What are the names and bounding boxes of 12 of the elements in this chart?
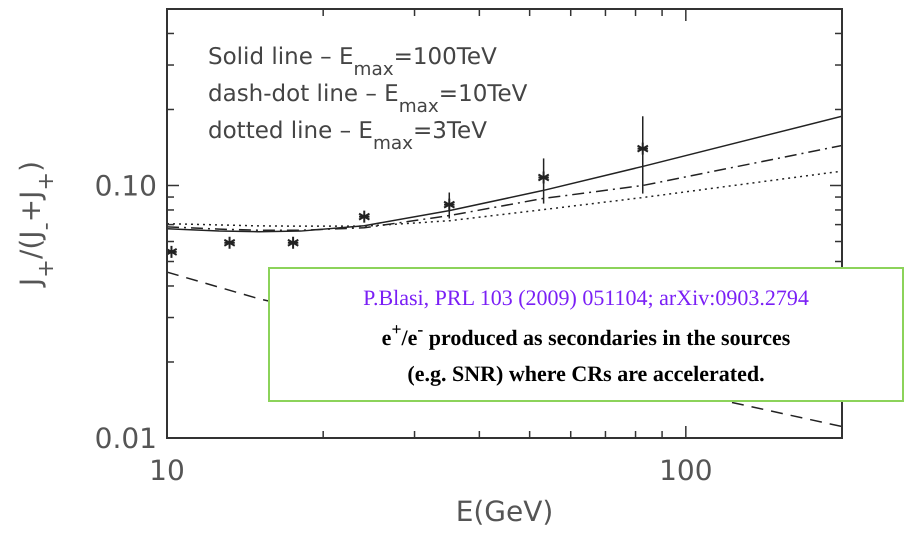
annotation: dotted line – E$_{max}$=3TeV [208, 118, 488, 154]
x-axis-title: E(GeV) [456, 495, 554, 528]
annotation: dash-dot line – E$_{max}$=10TeV [208, 81, 528, 116]
annotation: (e.g. SNR) where CRs are accelerated. [407, 361, 765, 386]
x-tick-label: 10 [149, 454, 185, 487]
y-tick-label: 0.01 [94, 422, 157, 455]
annotation: P.Blasi, PRL 103 (2009) 051104; arXiv:0903.2794 [363, 285, 809, 310]
x-tick-label: 100 [659, 454, 713, 487]
y-tick-label: 0.10 [94, 169, 157, 202]
text-box: P.Blasi, PRL 103 (2009) 051104; arXiv:0903.2794 e$^{+}$/e$^{-}$ produced as secondaries in the sources (e.g. SNR) where CRs are accelerated. [268, 267, 904, 402]
annotation: e$^{+}$/e$^{-}$ produced as secondaries in the sources [382, 319, 791, 350]
annotation: Solid line – E$_{max}$=100TeV [208, 44, 498, 80]
